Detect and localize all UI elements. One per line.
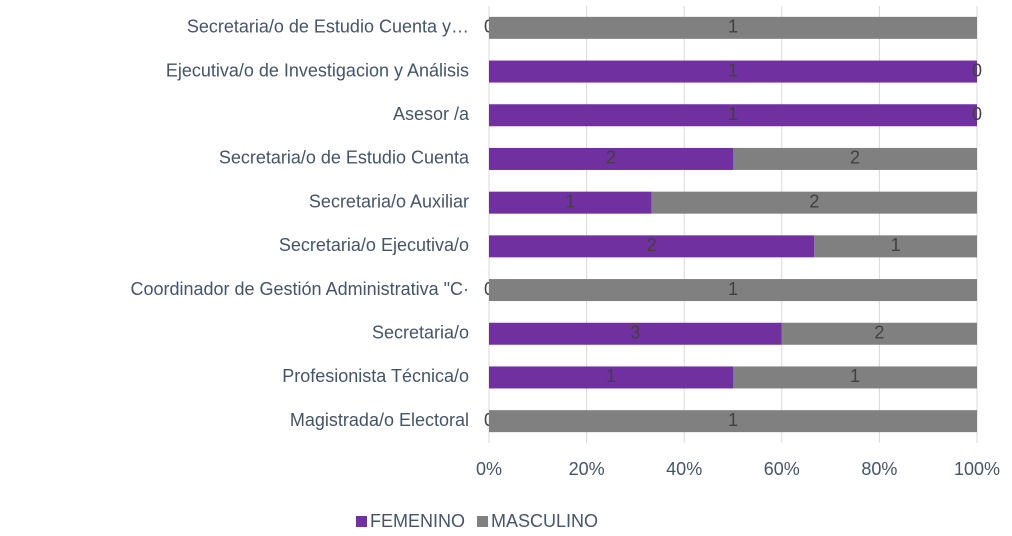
data-label: 0 <box>972 60 982 80</box>
bar <box>489 60 977 83</box>
x-tick-label: 100% <box>954 459 1000 479</box>
y-tick-label: Secretaria/o de Estudio Cuenta y… <box>187 17 469 37</box>
data-label: 1 <box>728 279 738 299</box>
bar <box>489 16 977 39</box>
data-label: 1 <box>728 60 738 80</box>
data-label: 1 <box>606 366 616 386</box>
y-tick-label: Magistrada/o Electoral <box>290 410 469 430</box>
bar <box>489 322 782 345</box>
y-tick-label: Secretaria/o <box>372 323 469 343</box>
bar <box>733 366 977 389</box>
x-tick-label: 40% <box>666 459 702 479</box>
bar <box>814 235 977 258</box>
bar <box>489 366 733 389</box>
y-tick-label: Asesor /a <box>393 104 470 124</box>
bar <box>489 104 977 127</box>
x-tick-label: 80% <box>861 459 897 479</box>
data-label: 3 <box>630 323 640 343</box>
legend-label: FEMENINO <box>370 511 465 531</box>
data-label: 1 <box>565 191 575 211</box>
y-tick-label: Secretaria/o Auxiliar <box>309 191 469 211</box>
x-tick-label: 0% <box>476 459 502 479</box>
bar <box>651 191 977 214</box>
data-label: 1 <box>728 17 738 37</box>
bar <box>781 322 977 345</box>
x-tick-label: 60% <box>764 459 800 479</box>
legend-label: MASCULINO <box>491 511 598 531</box>
data-label: 1 <box>728 410 738 430</box>
legend-swatch <box>477 516 489 527</box>
x-tick-label: 20% <box>569 459 605 479</box>
bar <box>489 191 652 214</box>
data-label: 2 <box>874 323 884 343</box>
data-label: 1 <box>728 104 738 124</box>
legend-swatch <box>356 516 367 527</box>
data-label: 2 <box>809 191 819 211</box>
y-tick-label: Secretaria/o Ejecutiva/o <box>279 235 469 255</box>
y-tick-label: Ejecutiva/o de Investigacion y Análisis <box>166 60 469 80</box>
bar <box>733 147 977 170</box>
y-tick-label: Secretaria/o de Estudio Cuenta <box>219 148 470 168</box>
data-label: 1 <box>850 366 860 386</box>
bar <box>489 147 733 170</box>
bar <box>489 410 977 433</box>
bar <box>489 279 977 302</box>
bar <box>489 235 815 258</box>
data-label: 0 <box>972 104 982 124</box>
data-label: 2 <box>606 148 616 168</box>
data-label: 2 <box>647 235 657 255</box>
data-label: 1 <box>891 235 901 255</box>
data-label: 2 <box>850 148 860 168</box>
y-tick-label: Profesionista Técnica/o <box>282 366 469 386</box>
y-tick-label: Coordinador de Gestión Administrativa "C… <box>130 279 469 299</box>
